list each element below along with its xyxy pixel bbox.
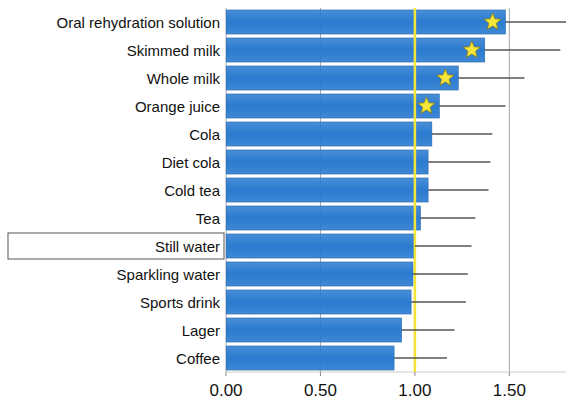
- error-bar: [428, 161, 490, 162]
- highlight-box: [8, 233, 224, 259]
- grid-line: [414, 8, 415, 372]
- error-bar: [485, 49, 561, 50]
- plot-area: [226, 8, 566, 372]
- tick-label: 1.50: [493, 381, 526, 400]
- error-bar: [415, 245, 472, 246]
- tick-mark: [320, 372, 321, 376]
- category-label: Sparkling water: [117, 266, 220, 283]
- bar: [226, 206, 421, 230]
- grid-line: [509, 8, 510, 372]
- bar: [226, 346, 394, 370]
- error-bar: [428, 189, 488, 190]
- tick-mark: [414, 372, 415, 376]
- significance-star: [484, 13, 501, 29]
- significance-star: [418, 97, 435, 113]
- tick-label: 0.50: [304, 381, 337, 400]
- reference-line: [414, 8, 417, 372]
- x-axis-line: [226, 372, 566, 373]
- error-bar: [439, 105, 505, 106]
- tick-mark: [226, 372, 227, 376]
- error-bar: [458, 77, 524, 78]
- category-label: Lager: [182, 322, 220, 339]
- category-label: Orange juice: [135, 98, 220, 115]
- error-bar: [421, 217, 476, 218]
- error-bar: [411, 301, 466, 302]
- error-bar: [402, 329, 455, 330]
- bar: [226, 66, 458, 90]
- category-label: Skimmed milk: [127, 42, 221, 59]
- tick-label: 1.00: [398, 381, 431, 400]
- tick-label: 0.00: [209, 381, 242, 400]
- bar: [226, 94, 439, 118]
- category-label: Coffee: [176, 350, 220, 367]
- bar: [226, 318, 402, 342]
- category-label: Sports drink: [140, 294, 221, 311]
- bar: [226, 234, 415, 258]
- error-bar: [432, 133, 492, 134]
- category-label: Tea: [196, 210, 221, 227]
- error-bar: [506, 21, 566, 22]
- category-label: Still water: [155, 238, 220, 255]
- bar: [226, 150, 428, 174]
- bar: [226, 290, 411, 314]
- category-label: Whole milk: [147, 70, 221, 87]
- significance-star: [437, 69, 454, 85]
- bar: [226, 38, 485, 62]
- error-bar: [413, 273, 468, 274]
- bar: [226, 10, 506, 34]
- bar: [226, 262, 413, 286]
- bar: [226, 122, 432, 146]
- error-bar: [394, 357, 447, 358]
- category-label: Cola: [189, 126, 221, 143]
- tick-mark: [509, 372, 510, 376]
- category-label: Oral rehydration solution: [57, 14, 220, 31]
- significance-star: [463, 41, 480, 57]
- category-label: Diet cola: [162, 154, 221, 171]
- bar: [226, 178, 428, 202]
- chart: Oral rehydration solution Skimmed milk Who…: [0, 0, 572, 410]
- category-label: Cold tea: [164, 182, 221, 199]
